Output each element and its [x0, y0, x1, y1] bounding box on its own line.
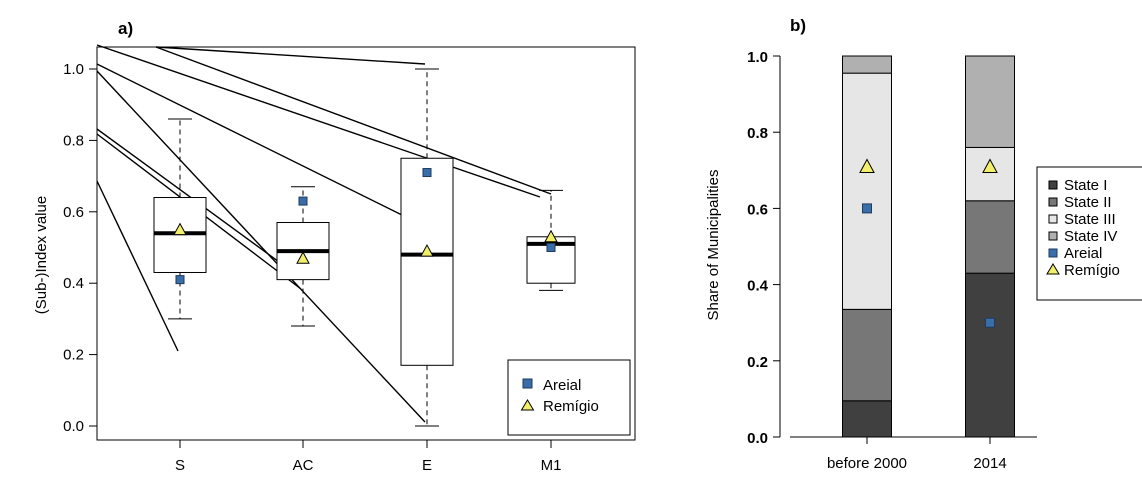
- legend-remigio-marker: [520, 399, 535, 411]
- panel-b-areial-point: [985, 317, 995, 328]
- panel-b-ytick-label: 0.8: [747, 125, 768, 142]
- panel-b-legend-label: State I: [1064, 177, 1107, 194]
- panel-b-legend-swatch: [1048, 197, 1058, 207]
- panel-b-xtick-label: 2014: [973, 455, 1006, 472]
- legend-areial-marker: [522, 378, 533, 389]
- panel-b-remigio-point: [859, 158, 875, 173]
- panel-a: a) (Sub-)Index value 0.00.20.40.60.81.0 …: [33, 19, 636, 474]
- panel-a-plot-frame: [96, 46, 636, 441]
- panel-a-ytick-label: 0.2: [63, 347, 84, 364]
- panel-b-bar-segment: [842, 55, 892, 74]
- panel-b-bar-segment: [842, 400, 892, 438]
- panel-a-xtick-label: AC: [293, 457, 314, 474]
- legend-areial-label: Areial: [543, 377, 581, 394]
- panel-b-legend-label: State II: [1064, 194, 1112, 211]
- panel-b-legend-swatch: [1048, 248, 1058, 258]
- panel-a-ylabel: (Sub-)Index value: [33, 196, 50, 314]
- panel-a-points: [173, 168, 558, 285]
- panel-a-areial-point: [546, 243, 556, 252]
- panel-b-ytick-label: 1.0: [747, 49, 768, 66]
- panel-a-iqr-box: [400, 157, 454, 366]
- panel-b-x-axis: before 2000 2014: [790, 436, 1037, 472]
- panel-a-label: a): [118, 19, 133, 38]
- panel-b-remigio-point: [982, 158, 998, 173]
- panel-a-box: [153, 118, 207, 320]
- panel-a-xtick-label: E: [422, 457, 432, 474]
- legend-remigio-label: Remígio: [543, 398, 599, 415]
- panel-b-legend-label: Remígio: [1064, 262, 1120, 279]
- panel-a-ytick-label: 0.4: [63, 275, 84, 292]
- panel-a-remigio-point: [173, 222, 187, 236]
- panel-b-ytick-label: 0.2: [747, 354, 768, 371]
- panel-a-box: [276, 186, 330, 327]
- panel-b-legend-swatch: [1048, 231, 1058, 241]
- panel-a-trend-line: [96, 70, 426, 423]
- panel-b-bar-segment: [965, 146, 1015, 202]
- panel-a-ytick-label: 1.0: [63, 61, 84, 78]
- panel-a-trend-line: [96, 63, 413, 221]
- panel-b-ytick-label: 0.0: [747, 430, 768, 447]
- panel-b-points: [859, 158, 998, 328]
- panel-a-trend-line: [155, 46, 426, 65]
- panel-b-legend-swatch: [1048, 214, 1058, 224]
- panel-b: b) Share of Municipalities 0.00.20.40.60…: [705, 16, 1142, 472]
- panel-a-legend: Areial Remígio: [507, 359, 631, 436]
- panel-b-legend-label: State IV: [1064, 228, 1117, 245]
- panel-b-bar-segment: [842, 308, 892, 402]
- panel-a-x-axis: S AC E M1: [175, 440, 561, 474]
- panel-a-ytick-label: 0.8: [63, 132, 84, 149]
- panel-a-trend-line: [96, 44, 541, 198]
- panel-a-areial-point: [298, 196, 308, 206]
- panel-b-bar-segment: [842, 72, 892, 310]
- panel-b-bars: [842, 55, 1015, 438]
- panel-b-areial-point: [862, 203, 872, 214]
- panel-a-remigio-point: [420, 244, 434, 257]
- panel-a-trend-line: [155, 46, 552, 195]
- panel-b-ytick-label: 0.4: [747, 278, 769, 295]
- panel-b-bar-segment: [965, 272, 1015, 438]
- panel-b-xtick-label: before 2000: [827, 455, 907, 472]
- panel-b-legend-label: Areial: [1064, 245, 1102, 262]
- panel-a-box: [400, 68, 454, 427]
- panel-b-legend-swatch: [1048, 180, 1058, 190]
- panel-a-ytick-label: 0.6: [63, 204, 84, 221]
- panel-a-areial-point: [422, 168, 432, 178]
- panel-a-ytick-label: 0.0: [63, 418, 84, 435]
- panel-a-xtick-label: M1: [541, 457, 562, 474]
- panel-b-ytick-label: 0.6: [747, 201, 768, 218]
- panel-b-legend-swatch: [1046, 263, 1060, 275]
- panel-a-legend-box: [507, 359, 631, 436]
- panel-a-boxes: [153, 68, 576, 427]
- panel-b-label: b): [790, 16, 806, 35]
- panel-a-trend-line: [96, 180, 179, 352]
- panel-a-xtick-label: S: [175, 457, 185, 474]
- panel-b-legend-label: State III: [1064, 211, 1116, 228]
- panel-a-remigio-point: [544, 229, 558, 243]
- panel-b-ylabel: Share of Municipalities: [705, 170, 722, 321]
- panel-a-y-axis: 0.0 0.2 0.4 0.6 0.8 1.0: [63, 61, 97, 435]
- panel-a-areial-point: [175, 275, 185, 285]
- panel-b-y-axis: 0.0 0.2 0.4 0.6 0.8 1.0: [747, 49, 781, 447]
- panel-b-bar-segment: [965, 55, 1015, 148]
- panel-a-remigio-point: [296, 251, 310, 264]
- panel-b-bar-segment: [965, 200, 1015, 274]
